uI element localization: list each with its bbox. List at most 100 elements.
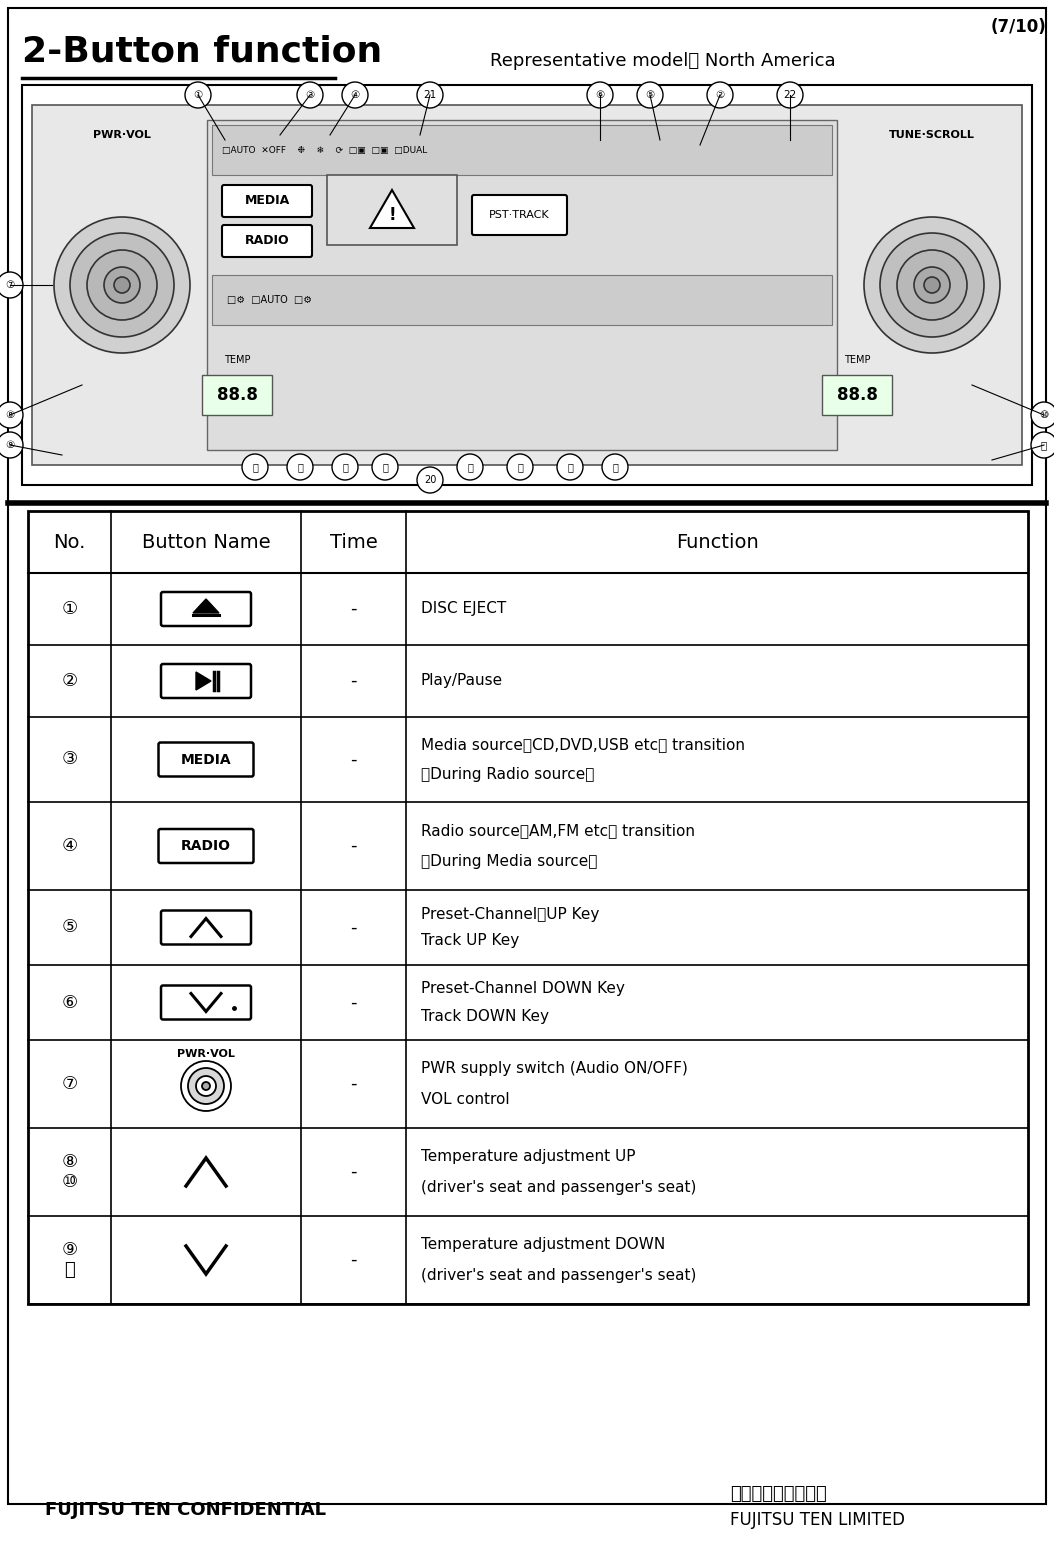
Circle shape [707, 82, 733, 109]
Text: -: - [350, 919, 356, 936]
Circle shape [417, 82, 443, 109]
Bar [22, 85, 1032, 484]
Text: TEMP: TEMP [223, 355, 250, 365]
Text: !: ! [388, 206, 396, 223]
Text: PWR·VOL: PWR·VOL [93, 130, 151, 140]
FancyBboxPatch shape [222, 225, 312, 258]
Text: -: - [350, 837, 356, 855]
Text: TEMP: TEMP [844, 355, 871, 365]
Bar [207, 120, 837, 450]
Text: (driver's seat and passenger's seat): (driver's seat and passenger's seat) [421, 1181, 697, 1195]
Circle shape [777, 82, 803, 109]
FancyBboxPatch shape [161, 591, 251, 625]
Circle shape [417, 467, 443, 494]
Text: Time: Time [330, 532, 377, 551]
Circle shape [897, 250, 967, 320]
FancyBboxPatch shape [472, 196, 567, 234]
Circle shape [557, 455, 583, 480]
Text: ⑬: ⑬ [297, 462, 302, 472]
Text: （During Media source）: （During Media source） [421, 854, 598, 869]
Bar [202, 376, 272, 414]
Text: ⑯: ⑯ [467, 462, 473, 472]
Text: Preset-Channel DOWN Key: Preset-Channel DOWN Key [421, 981, 625, 996]
Text: ②: ② [61, 672, 78, 691]
Text: Button Name: Button Name [141, 532, 270, 551]
Circle shape [1031, 431, 1054, 458]
Text: TUNE·SCROLL: TUNE·SCROLL [890, 130, 975, 140]
Text: ⑪: ⑪ [1041, 441, 1047, 450]
Text: 88.8: 88.8 [216, 386, 257, 404]
Circle shape [637, 82, 663, 109]
Text: ⑨: ⑨ [5, 441, 15, 450]
Circle shape [372, 455, 398, 480]
Text: -: - [350, 751, 356, 768]
Text: -: - [350, 601, 356, 618]
Circle shape [587, 82, 613, 109]
Polygon shape [370, 189, 414, 228]
FancyBboxPatch shape [161, 911, 251, 945]
Circle shape [87, 250, 157, 320]
Text: 2-Button function: 2-Button function [22, 36, 383, 68]
Text: RADIO: RADIO [245, 234, 289, 247]
Circle shape [1031, 402, 1054, 428]
Text: ⑭: ⑭ [343, 462, 348, 472]
Text: PWR·VOL: PWR·VOL [177, 1049, 235, 1058]
Text: MEDIA: MEDIA [180, 753, 231, 767]
Text: ⑥: ⑥ [596, 90, 605, 99]
Text: ⑱: ⑱ [567, 462, 573, 472]
Text: -: - [350, 672, 356, 691]
Text: ④: ④ [350, 90, 359, 99]
Circle shape [0, 431, 23, 458]
Text: RADIO: RADIO [181, 840, 231, 854]
Text: ⑥: ⑥ [61, 993, 78, 1012]
Text: Preset-Channel　UP Key: Preset-Channel UP Key [421, 906, 600, 922]
Bar [28, 511, 1028, 1304]
Text: □⚙  □AUTO  □⚙: □⚙ □AUTO □⚙ [227, 295, 312, 306]
Text: ⑩: ⑩ [1039, 410, 1049, 421]
Text: Representative model： North America: Representative model： North America [490, 53, 836, 70]
Circle shape [0, 402, 23, 428]
Bar [212, 126, 832, 175]
Text: ③: ③ [306, 90, 315, 99]
Text: ②: ② [716, 90, 725, 99]
Text: ⑧: ⑧ [5, 410, 15, 421]
Text: Track UP Key: Track UP Key [421, 933, 520, 948]
Bar [212, 275, 832, 324]
Circle shape [864, 217, 1000, 352]
Text: ①: ① [61, 601, 78, 618]
Circle shape [202, 1082, 210, 1090]
FancyBboxPatch shape [161, 986, 251, 1020]
Circle shape [602, 455, 628, 480]
Text: ⑲: ⑲ [612, 462, 618, 472]
Circle shape [287, 455, 313, 480]
Text: PST·TRACK: PST·TRACK [489, 210, 549, 220]
Text: ⑦: ⑦ [61, 1076, 78, 1093]
FancyBboxPatch shape [158, 829, 254, 863]
Text: ⑤: ⑤ [61, 919, 78, 936]
Text: 22: 22 [783, 90, 797, 99]
Text: FUJITSU TEN LIMITED: FUJITSU TEN LIMITED [730, 1512, 905, 1529]
Circle shape [54, 217, 190, 352]
Text: 21: 21 [424, 90, 436, 99]
Bar [32, 106, 1022, 466]
Text: ⑰: ⑰ [518, 462, 523, 472]
Text: ⑧
⑩: ⑧ ⑩ [61, 1153, 78, 1192]
Polygon shape [193, 599, 219, 613]
Circle shape [196, 1076, 216, 1096]
Text: 88.8: 88.8 [837, 386, 877, 404]
Circle shape [341, 82, 368, 109]
Text: ①: ① [193, 90, 202, 99]
Text: ⑨
⒪: ⑨ ⒪ [61, 1240, 78, 1279]
Polygon shape [196, 672, 211, 691]
Circle shape [242, 455, 268, 480]
FancyBboxPatch shape [161, 664, 251, 698]
Text: ⑤: ⑤ [645, 90, 655, 99]
Text: VOL control: VOL control [421, 1093, 510, 1107]
Bar [327, 175, 457, 245]
Text: Play/Pause: Play/Pause [421, 674, 503, 689]
Text: ③: ③ [61, 751, 78, 768]
Text: -: - [350, 1162, 356, 1181]
Circle shape [104, 267, 140, 303]
Text: MEDIA: MEDIA [245, 194, 290, 208]
Circle shape [0, 272, 23, 298]
